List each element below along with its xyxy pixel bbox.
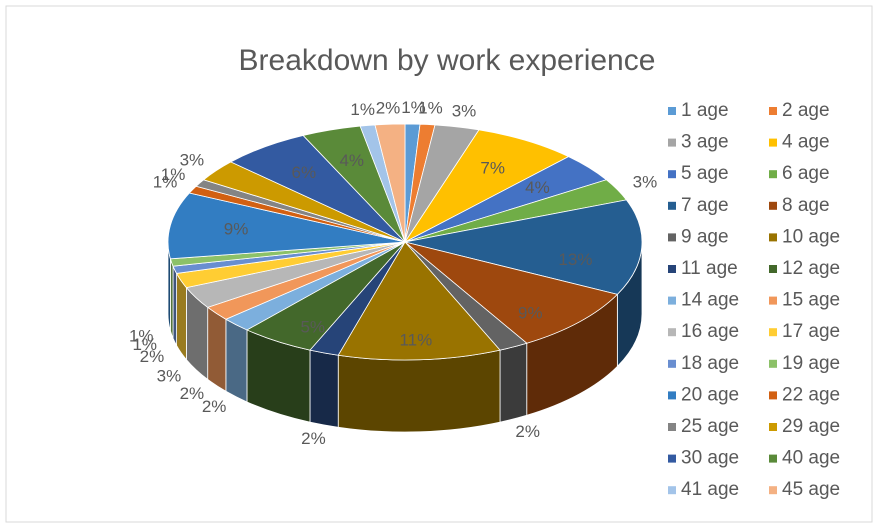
legend-label: 14 age — [681, 290, 739, 311]
legend-label: 41 age — [681, 479, 739, 500]
legend-label: 4 age — [782, 132, 830, 153]
slice — [404, 241, 619, 344]
legend-label: 29 age — [782, 416, 840, 437]
legend-label: 2 age — [782, 100, 830, 121]
legend-swatch — [668, 423, 676, 431]
legend-label: 16 age — [681, 321, 739, 342]
slice-side — [172, 266, 177, 347]
data-label: 1% — [132, 335, 157, 354]
legend-swatch — [769, 391, 777, 400]
data-label: 9% — [518, 304, 543, 323]
data-label: 6% — [292, 163, 317, 182]
legend-swatch — [769, 359, 777, 368]
legend-swatch — [668, 201, 676, 210]
legend-swatch — [769, 201, 777, 210]
slice-side — [309, 349, 339, 428]
data-label: 3% — [180, 151, 205, 170]
data-label: 7% — [480, 159, 505, 178]
legend-label: 7 age — [681, 195, 729, 216]
data-label: 1% — [161, 165, 186, 184]
legend-swatch — [769, 296, 777, 305]
legend-label: 11 age — [681, 258, 738, 279]
slice — [404, 199, 643, 295]
legend-swatch — [668, 170, 676, 179]
legend-label: 22 age — [782, 384, 840, 405]
legend-swatch — [668, 233, 676, 242]
legend-swatch — [769, 138, 777, 147]
data-label: 2% — [376, 98, 401, 117]
legend-label: 30 age — [681, 448, 739, 469]
data-label: 1% — [350, 100, 375, 119]
data-label: 2% — [180, 384, 205, 403]
legend-label: 20 age — [681, 384, 739, 405]
legend-label: 40 age — [782, 448, 840, 469]
slice-side — [207, 306, 227, 392]
legend-label: 8 age — [782, 195, 830, 216]
legend-swatch — [769, 233, 777, 242]
legend-label: 18 age — [681, 353, 739, 374]
data-label: 3% — [157, 366, 182, 385]
data-label: 13% — [558, 250, 592, 269]
data-label: 2% — [301, 429, 326, 448]
slice-side — [499, 342, 528, 423]
legend-swatch — [668, 265, 676, 273]
legend-label: 12 age — [782, 258, 840, 279]
legend-swatch — [769, 107, 777, 115]
data-label: 3% — [633, 172, 658, 191]
data-label: 4% — [339, 151, 364, 170]
legend-swatch — [769, 486, 777, 495]
data-label: 11% — [399, 331, 432, 350]
legend-swatch — [668, 486, 676, 495]
slice — [337, 241, 501, 361]
legend-swatch — [769, 454, 777, 463]
chart-title: Breakdown by work experience — [239, 44, 656, 77]
legend-label: 3 age — [681, 132, 729, 153]
legend-label: 5 age — [681, 163, 729, 184]
data-label: 4% — [525, 178, 550, 197]
legend-label: 1 age — [681, 100, 729, 121]
legend-label: 17 age — [782, 321, 840, 342]
legend-label: 9 age — [681, 226, 729, 247]
slice-side — [225, 318, 248, 403]
data-label: 3% — [452, 101, 477, 120]
legend-swatch — [668, 296, 676, 305]
slice-side — [337, 349, 501, 433]
legend-swatch — [769, 265, 777, 273]
legend-label: 19 age — [782, 353, 840, 374]
legend-swatch — [769, 170, 777, 179]
data-label: 2% — [202, 397, 227, 416]
legend-swatch — [668, 328, 676, 337]
legend-swatch — [668, 138, 676, 147]
data-label: 2% — [515, 422, 540, 441]
data-label: 9% — [224, 219, 249, 238]
slice — [374, 123, 406, 243]
legend-swatch — [668, 359, 676, 368]
data-label: 1% — [418, 99, 443, 118]
legend-label: 25 age — [681, 416, 739, 437]
legend-swatch — [668, 391, 676, 400]
legend-swatch — [769, 423, 777, 431]
legend-swatch — [769, 328, 777, 337]
legend-label: 45 age — [782, 479, 840, 500]
legend-label: 10 age — [782, 226, 840, 247]
legend-swatch — [668, 454, 676, 463]
data-label: 1% — [153, 172, 178, 191]
legend-swatch — [668, 107, 676, 115]
legend-label: 15 age — [782, 290, 840, 311]
data-label: 1% — [129, 327, 154, 346]
slice — [167, 192, 406, 260]
data-label: 5% — [300, 317, 325, 336]
slice — [403, 129, 570, 244]
data-label: 1% — [401, 98, 426, 117]
data-label: 2% — [140, 347, 165, 366]
legend-label: 6 age — [782, 163, 830, 184]
